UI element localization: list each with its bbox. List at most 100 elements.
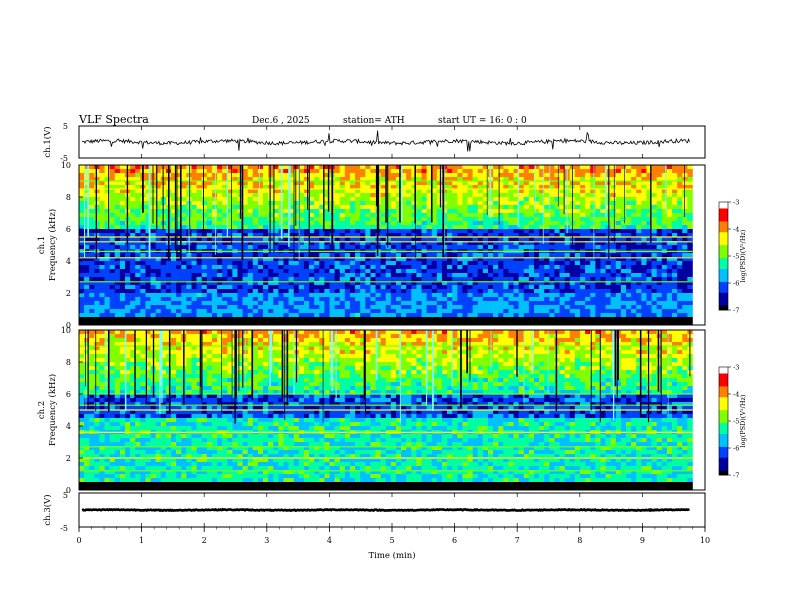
spectrogram-cell [406, 277, 412, 282]
spectrogram-cell [559, 261, 565, 266]
spectrogram-cell [411, 305, 417, 310]
spectrogram-cell [580, 169, 586, 174]
spectrogram-cell [99, 281, 105, 286]
spectrogram-cell [79, 217, 85, 222]
spectrogram-cell [508, 281, 514, 286]
spectrogram-cell [375, 269, 381, 274]
spectrogram-cell [462, 289, 468, 294]
spectrogram-cell [314, 285, 320, 290]
spectrogram-cell [544, 285, 550, 290]
spectrogram-cell [421, 209, 427, 214]
spectrogram-cell [130, 305, 136, 310]
spectrogram-cell [498, 233, 504, 238]
spectrogram-cell [380, 257, 387, 262]
spectrogram-cell [344, 197, 351, 202]
spectrogram-cell [472, 189, 479, 194]
spectrogram-cell [288, 217, 295, 222]
spectrogram-cell [421, 253, 427, 258]
spectrogram-cell [171, 169, 177, 174]
spectrogram-cell [411, 177, 417, 182]
spectrogram-cell [416, 169, 422, 174]
spectrogram-cell [620, 221, 627, 226]
spectrogram-cell [426, 285, 433, 290]
spectrogram-cell [482, 293, 489, 298]
spectrogram-cell [595, 261, 601, 266]
spectrogram-cell [186, 305, 192, 310]
spectrogram-cell [452, 193, 458, 198]
spectrogram-cell [365, 281, 371, 286]
spectrogram-cell [549, 309, 555, 314]
spectrogram-cell [84, 205, 90, 210]
spectrogram-cell [462, 285, 468, 290]
spectrogram-cell [288, 301, 295, 306]
spectrogram-cell [99, 165, 105, 170]
spectrogram-cell [119, 217, 126, 222]
spectrogram-cell [431, 269, 438, 274]
spectrogram-cell [646, 233, 652, 238]
spectrogram-cell [421, 177, 427, 182]
spectrogram-cell [620, 309, 627, 314]
spectrogram-cell [462, 233, 468, 238]
spectrogram-cell [165, 281, 172, 286]
spectrogram-cell [590, 237, 596, 242]
spectrogram-cell [641, 293, 647, 298]
spectrogram-cell [344, 269, 351, 274]
spectrogram-cell [610, 253, 617, 258]
spectrogram-cell [89, 225, 95, 230]
spectrogram-cell [426, 225, 433, 230]
spectrogram-cell [114, 265, 121, 270]
spectrogram-cell [380, 273, 387, 278]
spectrogram-cell [196, 181, 202, 186]
spectrogram-cell [651, 233, 657, 238]
spectrogram-cell [406, 265, 412, 270]
spectrogram-cell [549, 233, 555, 238]
spectrogram-cell [155, 229, 162, 234]
spectrogram-cell [191, 173, 197, 178]
spectrogram-cell [222, 193, 228, 198]
spectrogram-cell [268, 297, 274, 302]
spectrogram-cell [324, 245, 330, 250]
spectrogram-cell [385, 293, 392, 298]
spectrogram-cell [360, 313, 366, 318]
spectrogram-cell [626, 201, 632, 206]
colorbar-segment [719, 260, 728, 263]
spectrogram-cell [564, 293, 571, 298]
spectrogram-cell [421, 181, 427, 186]
spectrogram-cell [160, 313, 167, 318]
spectrogram-cell [181, 253, 187, 258]
spectrogram-cell [421, 297, 427, 302]
spectrogram-cell [672, 169, 678, 174]
spectrogram-cell [406, 261, 412, 266]
spectrogram-cell [631, 233, 637, 238]
spectrogram-cell [191, 297, 197, 302]
spectrogram-cell [549, 193, 555, 198]
spectrogram-cell [523, 309, 530, 314]
spectrogram-cell [344, 309, 351, 314]
spectrogram-cell [523, 237, 530, 242]
spectrogram-cell [472, 305, 479, 310]
spectrogram-cell [523, 261, 530, 266]
spectrogram-cell [534, 189, 540, 194]
spectrogram-cell [528, 213, 535, 218]
spectrogram-cell [580, 201, 586, 206]
spectrogram-cell [549, 165, 555, 170]
spectrogram-cell [406, 193, 412, 198]
spectrogram-cell [155, 269, 162, 274]
spectrogram-cell [268, 289, 274, 294]
spectrogram-cell [559, 301, 565, 306]
spectrogram-cell [528, 241, 535, 246]
spectrogram-cell [181, 293, 187, 298]
spectrogram-cell [544, 173, 550, 178]
spectrogram-cell [641, 229, 647, 234]
spectrogram-cell [549, 209, 555, 214]
spectrogram-cell [303, 209, 310, 214]
spectrogram-cell [385, 261, 392, 266]
spectrogram-cell [559, 173, 565, 178]
spectrogram-cell [206, 285, 213, 290]
spectrogram-cell [109, 185, 116, 190]
spectrogram-cell [89, 285, 95, 290]
spectrogram-cell [263, 253, 269, 258]
spectrogram-cell [672, 277, 678, 282]
spectrogram-cell [171, 269, 177, 274]
spectrogram-cell [89, 289, 95, 294]
